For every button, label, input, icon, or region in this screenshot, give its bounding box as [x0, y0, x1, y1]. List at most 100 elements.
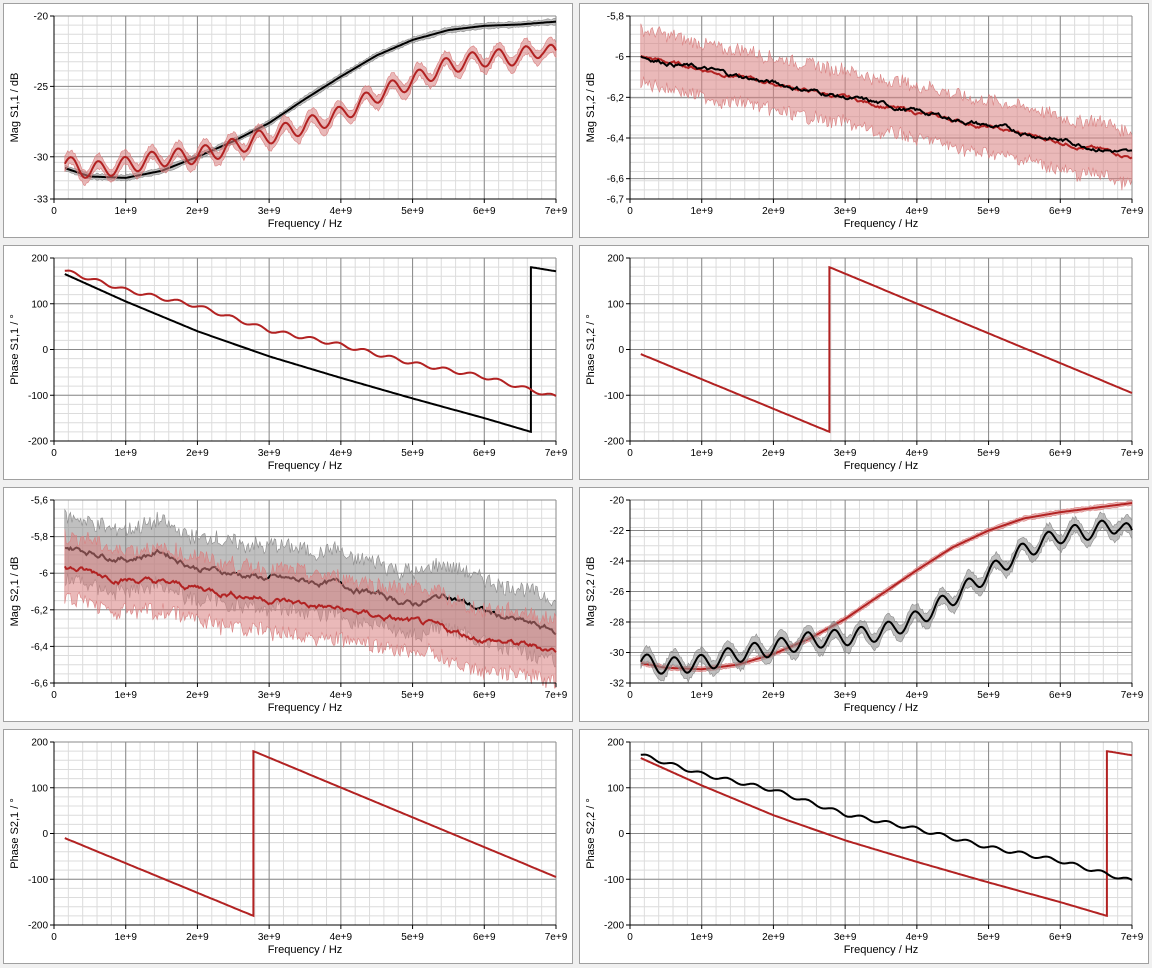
x-tick-label: 0 [627, 448, 633, 459]
x-tick-label: 2e+9 [186, 932, 209, 943]
series-line [640, 753, 1133, 881]
x-tick-label: 7e+9 [1121, 448, 1144, 459]
x-tick-label: 2e+9 [762, 448, 785, 459]
y-tick-label: -24 [610, 557, 625, 568]
y-tick-label: 200 [31, 738, 48, 749]
x-tick-label: 2e+9 [762, 932, 785, 943]
x-tick-label: 3e+9 [258, 206, 281, 217]
series-red [63, 529, 557, 689]
chart-s12-mag: 0 1e+9 2e+9 3e+9 4e+9 5e+9 6e+9 7e+9 -5,8 -6 -6,2 -… [579, 3, 1149, 238]
x-tick-label: 1e+9 [690, 932, 713, 943]
x-tick-label: 0 [627, 690, 633, 701]
x-axis-label: Frequency / Hz [268, 460, 343, 472]
y-tick-label: -6,2 [31, 605, 49, 616]
y-tick-label: -30 [610, 648, 625, 659]
y-tick-label: -200 [28, 921, 48, 932]
y-tick-label: -100 [604, 391, 624, 402]
y-tick-label: 200 [31, 254, 48, 265]
x-tick-label: 6e+9 [473, 448, 496, 459]
y-tick-label: 0 [618, 829, 624, 840]
chart-svg: 0 1e+9 2e+9 3e+9 4e+9 5e+9 6e+9 7e+9 200 100 0 -100… [585, 254, 1144, 473]
chart-svg: 0 1e+9 2e+9 3e+9 4e+9 5e+9 6e+9 7e+9 200 100 0 -100… [9, 254, 568, 473]
y-tick-label: -6 [39, 569, 48, 580]
x-tick-label: 2e+9 [762, 690, 785, 701]
y-tick-label: -100 [604, 875, 624, 886]
x-tick-label: 6e+9 [1049, 448, 1072, 459]
x-tick-label: 3e+9 [258, 932, 281, 943]
y-axis-label: Phase S1,2 / ° [585, 314, 597, 384]
x-tick-label: 4e+9 [906, 448, 929, 459]
chart-svg: 0 1e+9 2e+9 3e+9 4e+9 5e+9 6e+9 7e+9 -20 -22 -24 -2… [585, 496, 1144, 715]
x-tick-label: 7e+9 [545, 206, 568, 217]
x-tick-label: 3e+9 [258, 690, 281, 701]
x-tick-label: 4e+9 [906, 690, 929, 701]
y-tick-label: -20 [34, 12, 49, 23]
y-tick-label: 0 [618, 345, 624, 356]
series-line [639, 519, 1133, 675]
series-red [63, 36, 557, 187]
x-axis-label: Frequency / Hz [268, 218, 343, 230]
x-tick-label: 1e+9 [690, 206, 713, 217]
x-axis-label: Frequency / Hz [844, 944, 919, 956]
series-line [64, 749, 557, 918]
y-tick-label: -6,6 [607, 174, 625, 185]
x-tick-label: 6e+9 [1049, 932, 1072, 943]
x-tick-label: 5e+9 [977, 206, 1000, 217]
x-tick-label: 2e+9 [186, 448, 209, 459]
y-tick-label: -200 [604, 921, 624, 932]
y-tick-label: -100 [28, 391, 48, 402]
chart-s12-phase: 0 1e+9 2e+9 3e+9 4e+9 5e+9 6e+9 7e+9 200 100 0 -100… [579, 245, 1149, 480]
y-tick-label: -32 [610, 679, 625, 690]
x-tick-label: 5e+9 [977, 932, 1000, 943]
chart-s21-mag: 0 1e+9 2e+9 3e+9 4e+9 5e+9 6e+9 7e+9 -5,6 -5,8 -6 -… [3, 487, 573, 722]
x-tick-label: 1e+9 [690, 448, 713, 459]
chart-svg: 0 1e+9 2e+9 3e+9 4e+9 5e+9 6e+9 7e+9 -20 -25 -30 -3… [9, 12, 568, 231]
x-tick-label: 3e+9 [834, 448, 857, 459]
x-tick-label: 0 [51, 206, 57, 217]
x-tick-label: 6e+9 [473, 206, 496, 217]
series-black [640, 753, 1133, 881]
confidence-band [64, 36, 557, 187]
y-axis-label: Mag S1,2 / dB [585, 73, 597, 143]
x-tick-label: 4e+9 [906, 932, 929, 943]
chart-s22-mag: 0 1e+9 2e+9 3e+9 4e+9 5e+9 6e+9 7e+9 -20 -22 -24 -2… [579, 487, 1149, 722]
series-red [640, 23, 1133, 191]
x-tick-label: 1e+9 [114, 932, 137, 943]
y-tick-label: 100 [607, 299, 624, 310]
y-tick-label: -5,8 [31, 532, 49, 543]
series-line [63, 565, 557, 653]
x-tick-label: 0 [627, 206, 633, 217]
series-line [64, 20, 557, 179]
x-tick-label: 5e+9 [401, 690, 424, 701]
y-tick-label: -200 [28, 437, 48, 448]
x-tick-label: 7e+9 [1121, 206, 1144, 217]
y-axis-label: Phase S1,1 / ° [9, 314, 21, 384]
series-red [64, 749, 557, 918]
x-axis-label: Frequency / Hz [268, 944, 343, 956]
series-black [64, 266, 557, 434]
x-tick-label: 7e+9 [1121, 690, 1144, 701]
y-tick-label: 100 [607, 783, 624, 794]
series-line [640, 54, 1133, 160]
y-tick-label: -200 [604, 437, 624, 448]
x-tick-label: 0 [627, 932, 633, 943]
series-red [64, 269, 557, 397]
series-line [640, 502, 1133, 671]
chart-s22-phase: 0 1e+9 2e+9 3e+9 4e+9 5e+9 6e+9 7e+9 200 100 0 -100… [579, 729, 1149, 964]
x-tick-label: 2e+9 [186, 690, 209, 701]
y-tick-label: 100 [31, 783, 48, 794]
y-axis-label: Phase S2,1 / ° [9, 798, 21, 868]
y-tick-label: -33 [34, 195, 49, 206]
chart-s21-phase: 0 1e+9 2e+9 3e+9 4e+9 5e+9 6e+9 7e+9 200 100 0 -100… [3, 729, 573, 964]
x-tick-label: 4e+9 [330, 690, 353, 701]
y-tick-label: 200 [607, 254, 624, 265]
y-tick-label: -6,6 [31, 679, 49, 690]
chart-svg: 0 1e+9 2e+9 3e+9 4e+9 5e+9 6e+9 7e+9 200 100 0 -100… [9, 738, 568, 957]
x-tick-label: 1e+9 [114, 690, 137, 701]
y-tick-label: 100 [31, 299, 48, 310]
x-tick-label: 5e+9 [401, 448, 424, 459]
x-tick-label: 6e+9 [473, 690, 496, 701]
x-tick-label: 3e+9 [834, 206, 857, 217]
y-tick-label: -22 [610, 526, 625, 537]
chart-svg: 0 1e+9 2e+9 3e+9 4e+9 5e+9 6e+9 7e+9 -5,6 -5,8 -6 -… [9, 496, 568, 715]
